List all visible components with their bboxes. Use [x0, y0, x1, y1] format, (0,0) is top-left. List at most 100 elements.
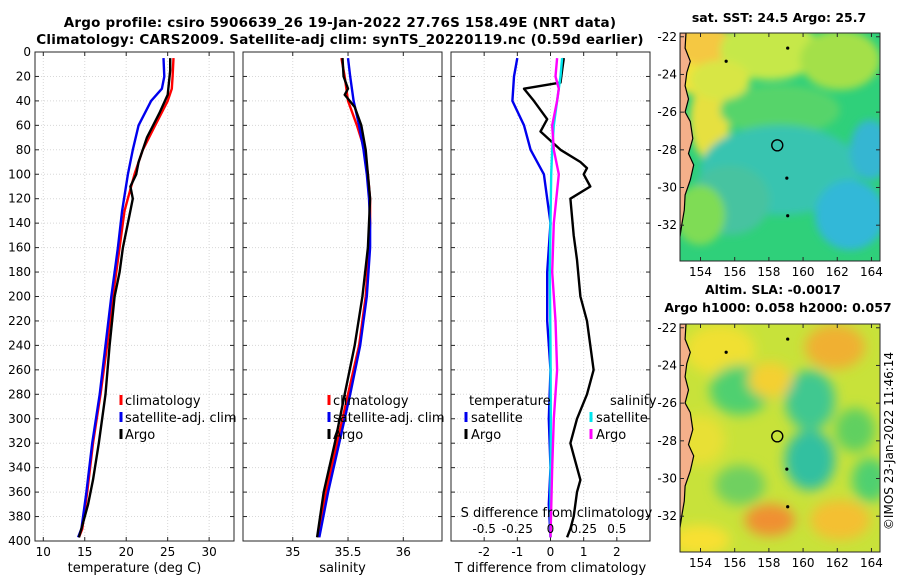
map-y-tick-label: -24 — [657, 358, 677, 372]
map-x-tick-label: 162 — [826, 265, 849, 279]
map-y-tick-label: -22 — [657, 30, 677, 44]
map-x-tick-label: 156 — [723, 556, 746, 570]
x-tick-label: -2 — [478, 545, 490, 559]
figure-title-line2: Climatology: CARS2009. Satellite-adj cli… — [36, 32, 644, 48]
x-tick-label: -1 — [511, 545, 523, 559]
legend-entry: Argo — [596, 428, 626, 443]
y-tick-label: 20 — [16, 69, 31, 83]
sla-patch — [785, 430, 835, 490]
sst-patch — [850, 120, 880, 180]
x-axis-label: T difference from climatology — [454, 561, 647, 576]
x-tick-label: 35 — [285, 545, 300, 559]
y-tick-label: 0 — [23, 45, 31, 59]
sla-patch — [715, 465, 765, 505]
sla-patch — [745, 504, 795, 536]
sla-patch — [685, 325, 755, 375]
island-marker — [785, 176, 789, 180]
map-frame — [679, 323, 881, 553]
island-marker — [786, 214, 790, 218]
map-x-tick-label: 160 — [792, 556, 815, 570]
map-y-tick-label: -30 — [657, 472, 677, 486]
top-x-axis-label: S difference from climatology — [461, 506, 653, 521]
island-marker — [724, 59, 728, 63]
y-tick-label: 40 — [16, 94, 31, 108]
map-x-tick-label: 160 — [792, 265, 815, 279]
sst-patch — [680, 185, 725, 245]
imos-credit: ©IMOS 23-Jan-2022 11:46:14 — [882, 352, 896, 530]
map-x-tick-label: 156 — [723, 265, 746, 279]
x-tick-label: 1 — [580, 545, 588, 559]
sst-patch — [720, 85, 840, 135]
legend-title-temperature: temperature — [469, 394, 551, 409]
legend-title-salinity: salinity — [610, 394, 657, 409]
top-x-tick-label: 0.25 — [570, 522, 597, 536]
y-tick-label: 280 — [8, 387, 31, 401]
x-tick-label: 36 — [396, 545, 411, 559]
coastline-land — [680, 33, 695, 237]
legend-entry: climatology — [125, 394, 201, 409]
sst-map: 154 156 158 160 162 164 -22 -24 -26 -28 -30 -32 — [657, 30, 883, 279]
y-tick-label: 80 — [16, 143, 31, 157]
x-tick-label: 35.5 — [335, 545, 362, 559]
argo-position-marker — [771, 139, 784, 152]
sla-map: 154 156 158 160 162 164 -22 -24 -26 -28 -30 -32 — [657, 321, 883, 570]
island-marker — [786, 505, 790, 509]
series-line-salinity-argo — [549, 57, 560, 538]
sla-patch — [785, 370, 835, 430]
legend-entry: satellite — [596, 411, 648, 426]
sst-patches — [680, 33, 880, 250]
y-tick-label: 100 — [8, 167, 31, 181]
map-x-tick-label: 154 — [689, 556, 712, 570]
figure-title-line1: Argo profile: csiro 5906639_26 19-Jan-20… — [63, 15, 617, 31]
sla-patch — [852, 458, 880, 502]
difference-profile-panel: -2 -1 0 1 2 T difference from climatology S di… — [450, 51, 657, 576]
y-tick-label: 340 — [8, 461, 31, 475]
map-y-tick-label: -26 — [657, 105, 677, 119]
top-x-tick-label: 0 — [547, 522, 555, 536]
sla-patches — [680, 325, 880, 552]
legend-entry: Argo — [333, 428, 363, 443]
top-x-tick-label: -0.5 — [472, 522, 495, 536]
sla-map-title-line1: Altim. SLA: -0.0017 — [705, 282, 841, 297]
y-tick-label: 180 — [8, 265, 31, 279]
sla-map-title-line2: Argo h1000: 0.058 h2000: 0.057 — [664, 300, 891, 315]
sla-patch — [680, 525, 730, 552]
x-tick-label: 10 — [36, 545, 51, 559]
argo-position-marker — [771, 430, 784, 443]
y-tick-label: 300 — [8, 412, 31, 426]
sla-field — [680, 324, 880, 552]
series-line-climatology — [77, 58, 175, 538]
series-line-satellite-adj-clim — [76, 58, 166, 538]
top-x-tick-label: -0.25 — [502, 522, 533, 536]
y-tick-label: 140 — [8, 216, 31, 230]
map-x-tick-label: 158 — [757, 265, 780, 279]
y-tick-label: 220 — [8, 314, 31, 328]
y-tick-label: 320 — [8, 436, 31, 450]
salinity-profile-panel: 35 35.5 36 salinity climatology satellite-adj… — [242, 51, 445, 576]
island-marker — [786, 337, 790, 341]
map-y-tick-label: -28 — [657, 143, 677, 157]
series-line-temperature-argo — [522, 57, 595, 538]
legend-entry: Argo — [125, 428, 155, 443]
island-marker — [785, 467, 789, 471]
map-x-tick-label: 162 — [826, 556, 849, 570]
sla-patch — [810, 500, 870, 540]
legend-entry: satellite-adj. clim — [125, 411, 237, 426]
legend-entry: climatology — [333, 394, 409, 409]
y-tick-label: 360 — [8, 485, 31, 499]
sst-map-title: sat. SST: 24.5 Argo: 25.7 — [692, 10, 866, 25]
sst-patch — [680, 33, 735, 65]
y-tick-label: 120 — [8, 192, 31, 206]
island-marker — [724, 350, 728, 354]
map-y-tick-label: -32 — [657, 509, 677, 523]
top-x-tick-label: 0.5 — [607, 522, 626, 536]
temperature-profile-panel: 10 15 20 25 30020406080100120140160180200220… — [8, 45, 237, 576]
y-tick-label: 400 — [8, 534, 31, 548]
series-line-temperature-satellite — [511, 57, 552, 538]
sla-patch — [748, 362, 792, 398]
series-line-argo — [315, 58, 372, 538]
y-tick-label: 260 — [8, 363, 31, 377]
x-tick-label: 30 — [201, 545, 216, 559]
map-y-tick-label: -26 — [657, 396, 677, 410]
